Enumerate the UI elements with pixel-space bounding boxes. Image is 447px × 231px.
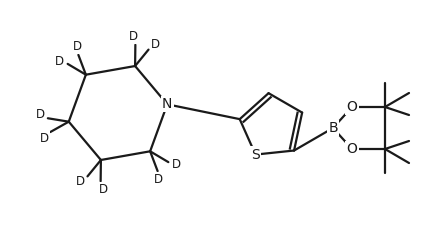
Text: D: D bbox=[154, 173, 163, 186]
Text: D: D bbox=[73, 40, 82, 53]
Text: D: D bbox=[172, 158, 181, 171]
Text: D: D bbox=[151, 38, 160, 51]
Text: B: B bbox=[328, 121, 338, 135]
Text: O: O bbox=[346, 100, 358, 114]
Text: D: D bbox=[40, 132, 49, 145]
Text: O: O bbox=[346, 142, 358, 156]
Text: S: S bbox=[251, 148, 260, 161]
Text: D: D bbox=[76, 175, 85, 188]
Text: D: D bbox=[35, 108, 45, 121]
Text: D: D bbox=[55, 55, 64, 68]
Text: N: N bbox=[162, 97, 173, 111]
Text: D: D bbox=[98, 183, 107, 196]
Text: D: D bbox=[128, 30, 138, 43]
